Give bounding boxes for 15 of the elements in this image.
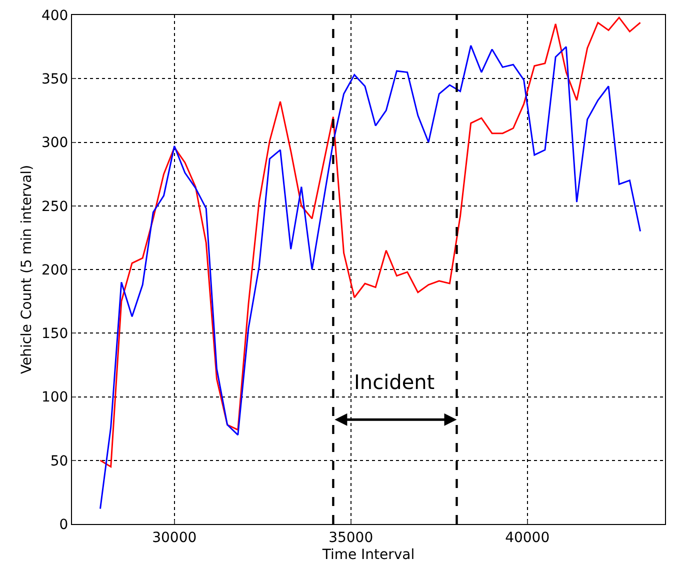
- y-tick-label: 100: [41, 390, 68, 406]
- y-tick-label: 200: [41, 262, 68, 278]
- y-tick-label: 0: [59, 516, 68, 533]
- x-tick-label: 35000: [328, 530, 374, 546]
- x-axis-title: Time Interval: [321, 547, 415, 564]
- x-tick-label: 30000: [152, 530, 197, 546]
- y-tick-label: 150: [41, 326, 68, 342]
- y-tick-label: 300: [41, 135, 68, 152]
- y-axis-title: Vehicle Count (5 min interval): [19, 164, 36, 374]
- y-tick-label: 350: [41, 72, 68, 88]
- y-tick-label: 50: [50, 453, 68, 470]
- annotation: Incident: [354, 370, 435, 394]
- y-tick-label: 250: [41, 198, 68, 215]
- x-tick-label: 40000: [505, 530, 550, 546]
- y-tick-label: 400: [41, 8, 68, 24]
